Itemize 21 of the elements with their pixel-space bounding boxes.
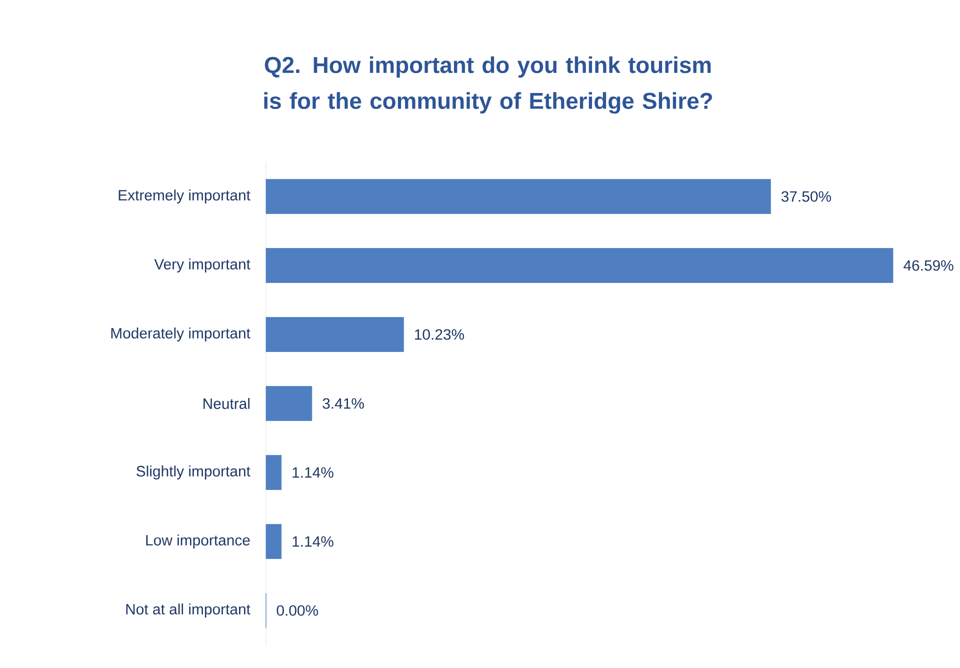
bar [266,524,282,559]
data-label: 1.14% [292,536,334,547]
y-tick-label: Not at all important [126,604,250,618]
y-tick-label: Neutral [204,398,250,409]
bar [266,455,282,490]
data-label: 3.41% [322,398,364,409]
data-label: 0.00% [276,605,318,616]
bar [266,179,771,214]
chart-title: Q2. How important do you think tourism is for the community of Etheridge Shire? [264,56,712,114]
bar [266,386,312,421]
data-label: 37.50% [781,191,832,202]
y-tick-label: Extremely important [118,190,250,204]
bar [266,248,894,283]
y-tick-label: Low importance [146,534,250,548]
data-label: 10.23% [415,329,464,340]
data-label: 46.59% [904,260,954,271]
y-tick-label: Moderately important [111,328,250,342]
data-label: 1.14% [292,467,334,478]
y-tick-label: Very important [154,258,250,272]
y-tick-label: Slightly important [136,466,250,480]
bar [266,317,404,352]
